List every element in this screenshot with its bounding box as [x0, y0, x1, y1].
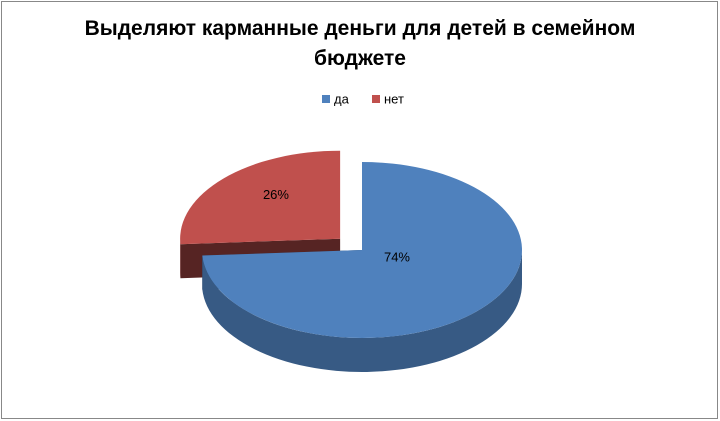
legend-label: нет: [384, 91, 404, 106]
legend-label: да: [334, 91, 350, 106]
data-label: 26%: [263, 187, 289, 202]
chart-title: Выделяют карманные деньги для детей в се…: [84, 17, 636, 70]
slice: [202, 162, 522, 339]
slice-side: [202, 250, 522, 372]
legend-swatch: [372, 95, 380, 103]
data-label: 74%: [384, 250, 410, 265]
legend-swatch: [322, 95, 330, 103]
slice: [180, 150, 341, 245]
